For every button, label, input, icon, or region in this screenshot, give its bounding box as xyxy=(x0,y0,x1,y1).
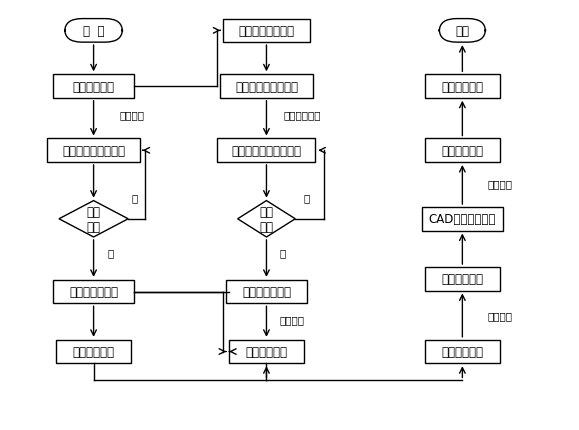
Polygon shape xyxy=(59,201,128,237)
FancyBboxPatch shape xyxy=(53,280,134,304)
Text: 矫正后图像序列: 矫正后图像序列 xyxy=(69,286,118,298)
Text: 同步触发: 同步触发 xyxy=(119,110,145,120)
FancyBboxPatch shape xyxy=(439,19,485,43)
Text: 交叉视角固定: 交叉视角固定 xyxy=(72,80,115,93)
Text: 颜色校正模型: 颜色校正模型 xyxy=(284,110,321,120)
FancyBboxPatch shape xyxy=(425,75,500,98)
Text: 序列低动态范围图像: 序列低动态范围图像 xyxy=(62,144,125,157)
Text: 映射后图像序列: 映射后图像序列 xyxy=(242,286,291,298)
FancyBboxPatch shape xyxy=(425,340,500,363)
Text: 否: 否 xyxy=(131,193,137,203)
Text: 畸变
矫正: 畸变 矫正 xyxy=(87,205,101,233)
FancyBboxPatch shape xyxy=(425,139,500,163)
Text: 相机成像模型: 相机成像模型 xyxy=(441,345,483,358)
Text: 定位加工作业: 定位加工作业 xyxy=(441,80,483,93)
Text: 畸变参数矩阵: 畸变参数矩阵 xyxy=(72,345,115,358)
Text: 开  始: 开 始 xyxy=(83,25,104,38)
FancyBboxPatch shape xyxy=(221,75,313,98)
FancyBboxPatch shape xyxy=(65,19,122,43)
Text: 是: 是 xyxy=(280,247,286,257)
Text: 否: 否 xyxy=(304,193,310,203)
FancyBboxPatch shape xyxy=(425,267,500,291)
Text: 空间三维坐标: 空间三维坐标 xyxy=(441,273,483,286)
Text: 是: 是 xyxy=(108,247,114,257)
Text: 合成高动态范围图像: 合成高动态范围图像 xyxy=(235,80,298,93)
FancyBboxPatch shape xyxy=(223,19,310,43)
FancyBboxPatch shape xyxy=(53,75,134,98)
Text: 手眼标定: 手眼标定 xyxy=(487,310,512,320)
Text: 相机标定: 相机标定 xyxy=(280,315,305,325)
Text: 梯度域自适应色调映射: 梯度域自适应色调映射 xyxy=(232,144,302,157)
FancyBboxPatch shape xyxy=(218,139,316,163)
FancyBboxPatch shape xyxy=(422,208,503,231)
Text: CAD三维模型修正: CAD三维模型修正 xyxy=(428,213,496,226)
FancyBboxPatch shape xyxy=(226,280,307,304)
Text: 内外参数矩阵: 内外参数矩阵 xyxy=(245,345,287,358)
Text: 拟合相机响应曲线: 拟合相机响应曲线 xyxy=(239,25,295,38)
Text: 规划加工路径: 规划加工路径 xyxy=(441,144,483,157)
FancyBboxPatch shape xyxy=(229,340,304,363)
FancyBboxPatch shape xyxy=(47,139,140,163)
Text: 结束: 结束 xyxy=(455,25,470,38)
FancyBboxPatch shape xyxy=(56,340,131,363)
Polygon shape xyxy=(237,201,295,237)
Text: 离线编程: 离线编程 xyxy=(487,179,512,189)
Text: 颜色
均衡: 颜色 均衡 xyxy=(259,205,273,233)
